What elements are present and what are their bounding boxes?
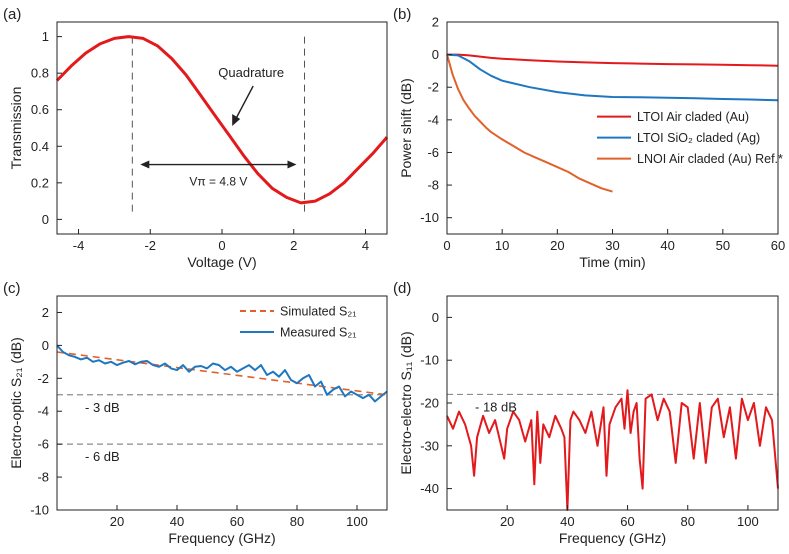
panel-2-series-1 [447, 53, 779, 67]
panel-1-vpi-arrowhead-left [140, 160, 150, 169]
panel-4-x-axis-label: Frequency (GHz) [559, 530, 666, 546]
panel-1-x-axis-label: Voltage (V) [187, 254, 256, 270]
panel-2-y-tick-label-2: -8 [427, 178, 439, 193]
panel-4-label: (d) [393, 280, 411, 297]
panel-2-legend-label-3: LNOI Air claded (Au) Ref.* [637, 152, 783, 166]
panel-1-axes [56, 21, 388, 235]
panel-1-y-tick-label-5: 0.8 [31, 66, 49, 81]
panel-3 [56, 295, 388, 511]
panel-3-x-axis-label: Frequency (GHz) [168, 530, 275, 546]
panel-4 [446, 295, 779, 511]
panel-1-quadrature-arrowhead [232, 114, 241, 126]
panel-2-x-tick-label-2: 10 [495, 238, 509, 253]
panel-1-y-tick-label-4: 0.6 [31, 102, 49, 117]
panel-4-y-tick-label-3: -20 [420, 396, 439, 411]
panel-2-series-2 [446, 53, 779, 102]
panel-1-quadrature-label: Quadrature [218, 65, 284, 80]
panel-2-series-3 [446, 54, 613, 193]
panel-2 [446, 21, 779, 235]
panel-3-legend-label-2: Measured S₂₁ [280, 326, 356, 340]
panel-3-y-tick-label-7: 2 [42, 305, 49, 320]
panel-2-x-tick-label-3: 20 [550, 238, 564, 253]
panel-3-y-tick-label-4: -4 [37, 404, 49, 419]
panel-3-y-tick-label-1: -10 [30, 503, 49, 518]
panel-4-y-tick-label-4: -10 [420, 353, 439, 368]
panel-2-legend-label-2: LTOI SiO₂ claded (Ag) [637, 131, 760, 145]
panel-2-y-tick-label-4: -4 [427, 112, 439, 127]
panel-1-y-tick-label-6: 1 [42, 29, 49, 44]
panel-3-x-tick-label-2: 40 [170, 514, 184, 529]
panel-2-y-tick-label-6: 0 [432, 47, 439, 62]
panel-3-x-tick-label-4: 80 [290, 514, 304, 529]
panel-3-y-tick-label-5: -2 [37, 371, 49, 386]
panel-1-vpi-label: Vπ = 4.8 V [189, 175, 247, 189]
panel-1-x-tick-label-3: 0 [218, 238, 225, 253]
panel-4-x-tick-label-1: 20 [500, 514, 514, 529]
panel-3-y-tick-label-2: -8 [37, 470, 49, 485]
panel-2-label: (b) [393, 6, 411, 23]
panel-2-y-tick-label-5: -2 [427, 80, 439, 95]
panel-1 [55, 21, 389, 235]
panel-2-y-tick-label-3: -6 [427, 145, 439, 160]
panel-4-y-tick-label-1: -40 [420, 481, 439, 496]
panel-3-y-axis-label: Electro-optic S₂₁ (dB) [8, 337, 24, 469]
panel-3-x-tick-label-1: 20 [110, 514, 124, 529]
panel-4-y-tick-label-5: 0 [432, 310, 439, 325]
panel-3-y-tick-label-3: -6 [37, 437, 49, 452]
panel-1-x-tick-label-2: -2 [144, 238, 156, 253]
panel-1-y-tick-label-1: 0 [42, 212, 49, 227]
panel-3-series-2 [56, 344, 388, 403]
panel-4-x-tick-label-5: 100 [737, 514, 759, 529]
panel-2-x-tick-label-1: 0 [443, 238, 450, 253]
panel-3-reference-label-2: - 6 dB [85, 449, 120, 464]
panel-3-label: (c) [3, 280, 21, 297]
panel-2-x-tick-label-7: 60 [771, 238, 785, 253]
panel-3-reference-label-1: - 3 dB [85, 400, 120, 415]
panel-3-x-tick-label-3: 60 [230, 514, 244, 529]
panel-1-y-tick-label-2: 0.2 [31, 175, 49, 190]
panel-4-x-tick-label-2: 40 [560, 514, 574, 529]
panel-2-legend-label-1: LTOI Air claded (Au) [637, 110, 749, 124]
panel-3-x-tick-label-5: 100 [346, 514, 368, 529]
panel-4-reference-label-1: - 18 dB [475, 399, 517, 414]
panel-2-y-tick-label-7: 2 [432, 15, 439, 30]
panel-3-legend-label-1: Simulated S₂₁ [280, 305, 356, 319]
panel-1-label: (a) [3, 6, 21, 23]
panel-2-x-tick-label-5: 40 [660, 238, 674, 253]
panel-1-series-1 [55, 35, 389, 205]
panel-1-y-axis-label: Transmission [8, 87, 24, 170]
panel-4-x-tick-label-3: 60 [620, 514, 634, 529]
panel-2-x-tick-label-6: 50 [716, 238, 730, 253]
panel-4-y-axis-label: Electro-electro S₁₁ (dB) [398, 331, 414, 474]
panel-2-y-axis-label: Power shift (dB) [398, 78, 414, 178]
panel-3-y-tick-label-6: 0 [42, 338, 49, 353]
panel-2-axes [446, 21, 779, 235]
panel-3-axes [56, 295, 388, 511]
panel-1-x-tick-label-1: -4 [73, 238, 85, 253]
panel-1-vpi-arrowhead-right [287, 160, 297, 169]
panel-4-x-tick-label-4: 80 [680, 514, 694, 529]
panel-2-y-tick-label-1: -10 [420, 210, 439, 225]
panel-2-x-axis-label: Time (min) [579, 254, 645, 270]
panel-2-x-tick-label-4: 30 [605, 238, 619, 253]
panel-1-quadrature-arrow [233, 85, 254, 123]
panel-4-y-tick-label-2: -30 [420, 438, 439, 453]
panel-1-y-tick-label-3: 0.4 [31, 139, 49, 154]
panel-3-series-1 [56, 351, 388, 396]
panel-1-x-tick-label-4: 2 [290, 238, 297, 253]
panel-1-x-tick-label-5: 4 [362, 238, 369, 253]
panel-4-series-1 [446, 389, 779, 511]
